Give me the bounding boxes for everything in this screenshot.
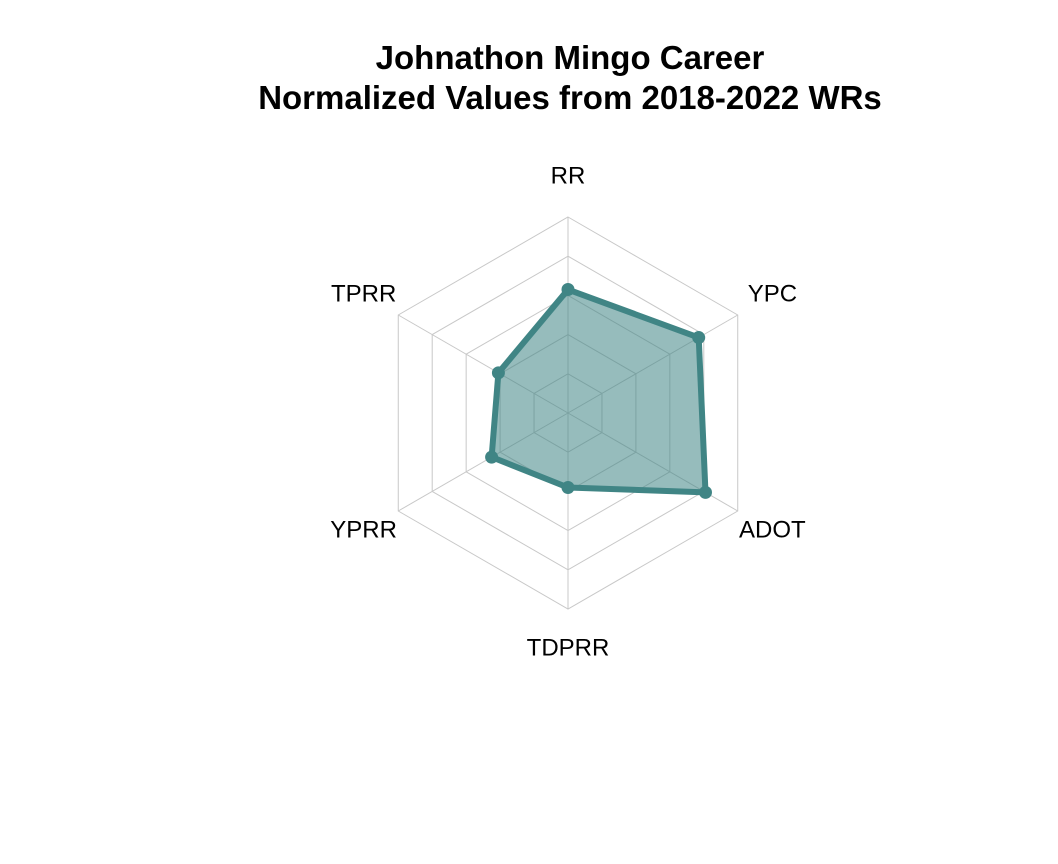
data-point-adot [698,485,712,499]
axis-label-ypc: YPC [748,280,797,307]
axis-label-rr: RR [551,162,586,189]
radar-series [488,286,709,496]
axis-label-tprr: TPRR [331,280,396,307]
data-point-rr [561,283,575,297]
data-point-tprr [491,366,505,380]
axis-label-yprr: YPRR [330,516,397,543]
chart-title: Johnathon Mingo Career Normalized Values… [0,38,1058,118]
series-polygon [488,286,709,496]
axis-label-tdprr: TDPRR [527,634,610,661]
axis-labels: RR YPC ADOT TDPRR YPRR TPRR [330,162,806,661]
chart-title-line-2: Normalized Values from 2018-2022 WRs [258,79,882,116]
data-point-tdprr [561,480,575,494]
chart-title-line-1: Johnathon Mingo Career [375,39,765,76]
data-point-ypc [692,331,706,345]
data-point-yprr [485,450,499,464]
axis-label-adot: ADOT [739,516,806,543]
series-points [485,283,712,499]
